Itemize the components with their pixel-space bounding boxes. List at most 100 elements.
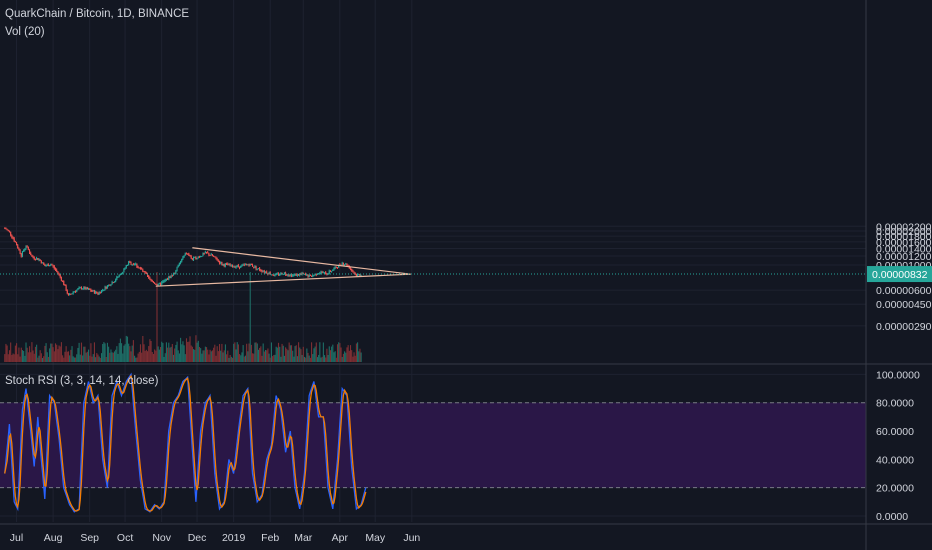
candle-body (142, 269, 144, 272)
volume-bar (89, 355, 91, 362)
candle-body (109, 284, 111, 286)
candle-body (277, 273, 280, 276)
candle-body (195, 256, 197, 260)
candle-body (132, 264, 134, 266)
candle-body (21, 251, 24, 257)
volume-legend[interactable]: Vol (20) (5, 26, 45, 38)
candle-body (13, 238, 15, 242)
candle-body (229, 264, 231, 266)
volume-bar (151, 352, 153, 362)
volume-bar (43, 356, 45, 362)
candle-body (83, 287, 85, 289)
candle-body (299, 274, 301, 276)
stoch-rsi-legend[interactable]: Stoch RSI (3, 3, 14, 14, close) (5, 375, 159, 387)
candle-body (86, 287, 88, 290)
candle-body (220, 262, 222, 264)
volume-bar (181, 344, 183, 362)
time-tick-label: Feb (261, 532, 279, 544)
candle-body (221, 262, 223, 265)
time-axis-labels[interactable]: Jul Aug Sep Oct Nov Dec 2019 Feb Mar Apr May Jun (10, 532, 421, 544)
candle-body (90, 289, 92, 291)
volume-bar (62, 355, 64, 362)
volume-bar (80, 342, 83, 362)
stoch-rsi-axis-labels[interactable]: 100.0000 80.0000 60.0000 40.0000 20.0000 0.00… (876, 369, 920, 523)
volume-bar (305, 357, 307, 362)
volume-bar (106, 342, 108, 362)
candle-body (208, 252, 210, 255)
volume-bar (162, 342, 164, 362)
volume-bar (54, 343, 57, 362)
candle-body (198, 256, 201, 258)
volume-bar (336, 344, 339, 362)
volume-bar (292, 350, 294, 362)
price-axis-labels[interactable]: 0.000022000.000020000.000018000.00001600… (876, 221, 932, 333)
time-tick-label: Mar (294, 532, 313, 544)
volume-bar (214, 344, 216, 362)
volume-bar (266, 350, 268, 362)
volume-bar (342, 353, 344, 362)
volume-bar (67, 351, 70, 362)
candle-body (5, 228, 7, 230)
candle-body (172, 273, 175, 276)
candle-body (353, 271, 355, 274)
volume-bar (273, 355, 275, 362)
candle-body (287, 275, 289, 277)
candle-body (227, 263, 229, 266)
volume-bar (224, 344, 226, 362)
candle-body (47, 264, 49, 267)
volume-bar (115, 349, 117, 362)
candle-body (98, 292, 100, 295)
candle-body (23, 250, 25, 252)
last-price-tag-box (867, 266, 932, 283)
candle-body (336, 267, 339, 269)
candle-body (286, 274, 288, 276)
candle-body (349, 268, 352, 270)
candle-body (204, 252, 206, 254)
price-tick-label: 0.00001600 (876, 237, 932, 249)
candle-body (95, 291, 97, 294)
candle-body (91, 290, 93, 292)
candle-body (4, 228, 6, 230)
candle-body (292, 275, 294, 277)
volume-bar (6, 345, 8, 362)
candle-body (60, 277, 62, 281)
candle-body (243, 264, 245, 266)
price-tick-label: 0.00002200 (876, 221, 932, 233)
volume-bar (102, 344, 104, 362)
candle-body (234, 266, 236, 268)
candle-body (10, 231, 12, 236)
candle-body (37, 258, 39, 260)
trendlines[interactable] (0, 247, 866, 287)
candle-body (110, 284, 112, 286)
volume-bar (7, 354, 9, 362)
volume-bar (125, 335, 127, 362)
trendline-lower (155, 273, 411, 287)
symbol-title[interactable]: QuarkChain / Bitcoin, 1D, BINANCE (5, 8, 190, 20)
volume-bar (286, 348, 288, 362)
volume-bar (39, 350, 41, 362)
candle-body (77, 288, 79, 290)
volume-bar (328, 346, 330, 362)
candle-body (75, 291, 77, 293)
candle-body (244, 264, 247, 266)
volume-bar (331, 346, 333, 362)
candle-body (54, 268, 57, 270)
time-tick-label: Apr (332, 532, 349, 544)
candle-body (73, 291, 75, 293)
volume-bar (26, 347, 28, 362)
volume-bar (204, 346, 206, 362)
candle-body (106, 285, 108, 289)
volume-bar (211, 350, 213, 362)
volume-bar (240, 355, 242, 362)
candle-body (36, 258, 38, 260)
volume-bar (242, 345, 244, 362)
candle-body (44, 264, 46, 267)
candle-body (279, 274, 281, 276)
volume-bar (300, 349, 302, 362)
stoch-rsi-band (0, 402, 866, 488)
volume-bar (131, 345, 133, 362)
candle-body (169, 276, 171, 278)
candle-body (97, 293, 99, 295)
